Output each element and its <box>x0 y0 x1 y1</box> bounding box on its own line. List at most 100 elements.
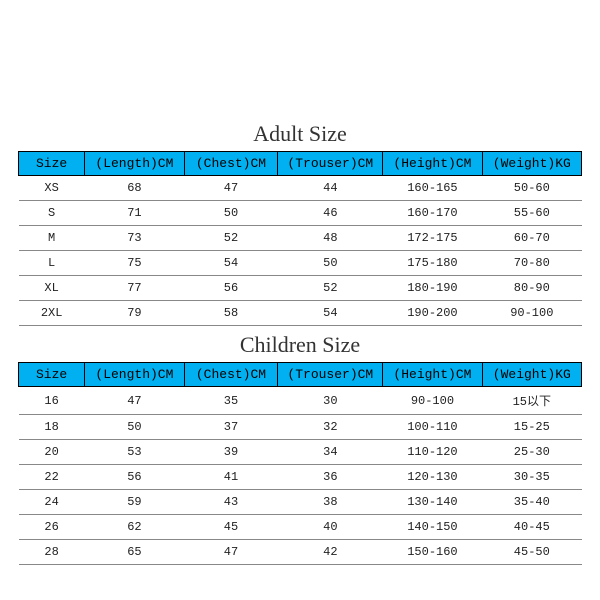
cell: 41 <box>184 465 278 490</box>
cell: 25-30 <box>482 440 581 465</box>
col-length: (Length)CM <box>85 363 184 387</box>
cell: 150-160 <box>383 540 482 565</box>
cell: 140-150 <box>383 515 482 540</box>
cell: 58 <box>184 301 278 326</box>
cell: 79 <box>85 301 184 326</box>
col-chest: (Chest)CM <box>184 152 278 176</box>
cell: 34 <box>278 440 383 465</box>
cell: 71 <box>85 201 184 226</box>
cell: 24 <box>19 490 85 515</box>
col-height: (Height)CM <box>383 363 482 387</box>
cell: 35-40 <box>482 490 581 515</box>
table-header-row: Size (Length)CM (Chest)CM (Trouser)CM (H… <box>19 152 582 176</box>
children-title: Children Size <box>18 326 582 362</box>
cell: 54 <box>184 251 278 276</box>
cell: 45-50 <box>482 540 581 565</box>
cell: 160-165 <box>383 176 482 201</box>
cell: 44 <box>278 176 383 201</box>
col-chest: (Chest)CM <box>184 363 278 387</box>
cell: 47 <box>184 540 278 565</box>
table-row: 22564136120-13030-35 <box>19 465 582 490</box>
table-row: 2XL795854190-20090-100 <box>19 301 582 326</box>
cell: 160-170 <box>383 201 482 226</box>
cell: 80-90 <box>482 276 581 301</box>
cell: 77 <box>85 276 184 301</box>
cell: 50-60 <box>482 176 581 201</box>
table-row: S715046160-17055-60 <box>19 201 582 226</box>
cell: 43 <box>184 490 278 515</box>
table-row: 20533934110-12025-30 <box>19 440 582 465</box>
cell: 47 <box>85 387 184 415</box>
cell: 37 <box>184 415 278 440</box>
cell: 55-60 <box>482 201 581 226</box>
cell: 15-25 <box>482 415 581 440</box>
col-length: (Length)CM <box>85 152 184 176</box>
cell: 190-200 <box>383 301 482 326</box>
cell: 60-70 <box>482 226 581 251</box>
cell: 52 <box>278 276 383 301</box>
cell: 50 <box>85 415 184 440</box>
col-weight: (Weight)KG <box>482 152 581 176</box>
page-container: Adult Size Size (Length)CM (Chest)CM (Tr… <box>0 0 600 600</box>
cell: 16 <box>19 387 85 415</box>
cell: 20 <box>19 440 85 465</box>
cell: 175-180 <box>383 251 482 276</box>
cell: 30 <box>278 387 383 415</box>
cell: 50 <box>278 251 383 276</box>
cell: 40-45 <box>482 515 581 540</box>
cell: 50 <box>184 201 278 226</box>
cell: 2XL <box>19 301 85 326</box>
adult-title: Adult Size <box>18 115 582 151</box>
cell: 70-80 <box>482 251 581 276</box>
cell: 26 <box>19 515 85 540</box>
cell: 54 <box>278 301 383 326</box>
children-size-table: Size (Length)CM (Chest)CM (Trouser)CM (H… <box>18 362 582 565</box>
cell: 73 <box>85 226 184 251</box>
cell: 62 <box>85 515 184 540</box>
col-size: Size <box>19 363 85 387</box>
cell: 130-140 <box>383 490 482 515</box>
cell: 68 <box>85 176 184 201</box>
table-row: XS684744160-16550-60 <box>19 176 582 201</box>
cell: 42 <box>278 540 383 565</box>
cell: 180-190 <box>383 276 482 301</box>
cell: 15以下 <box>482 387 581 415</box>
col-trouser: (Trouser)CM <box>278 152 383 176</box>
table-row: 26624540140-15040-45 <box>19 515 582 540</box>
table-row: 18503732100-11015-25 <box>19 415 582 440</box>
cell: 46 <box>278 201 383 226</box>
col-height: (Height)CM <box>383 152 482 176</box>
table-row: M735248172-17560-70 <box>19 226 582 251</box>
cell: 90-100 <box>383 387 482 415</box>
table-row: XL775652180-19080-90 <box>19 276 582 301</box>
cell: 39 <box>184 440 278 465</box>
cell: 56 <box>184 276 278 301</box>
cell: 48 <box>278 226 383 251</box>
table-row: 28654742150-16045-50 <box>19 540 582 565</box>
cell: 110-120 <box>383 440 482 465</box>
cell: S <box>19 201 85 226</box>
cell: 45 <box>184 515 278 540</box>
col-trouser: (Trouser)CM <box>278 363 383 387</box>
cell: 75 <box>85 251 184 276</box>
cell: 18 <box>19 415 85 440</box>
table-row: 1647353090-10015以下 <box>19 387 582 415</box>
cell: M <box>19 226 85 251</box>
cell: 40 <box>278 515 383 540</box>
cell: 28 <box>19 540 85 565</box>
cell: XL <box>19 276 85 301</box>
content-wrap: Adult Size Size (Length)CM (Chest)CM (Tr… <box>18 0 582 565</box>
cell: 65 <box>85 540 184 565</box>
cell: 120-130 <box>383 465 482 490</box>
cell: 53 <box>85 440 184 465</box>
cell: XS <box>19 176 85 201</box>
col-weight: (Weight)KG <box>482 363 581 387</box>
cell: 38 <box>278 490 383 515</box>
cell: 52 <box>184 226 278 251</box>
cell: 59 <box>85 490 184 515</box>
cell: 100-110 <box>383 415 482 440</box>
cell: 90-100 <box>482 301 581 326</box>
cell: 22 <box>19 465 85 490</box>
table-header-row: Size (Length)CM (Chest)CM (Trouser)CM (H… <box>19 363 582 387</box>
adult-tbody: XS684744160-16550-60S715046160-17055-60M… <box>19 176 582 326</box>
